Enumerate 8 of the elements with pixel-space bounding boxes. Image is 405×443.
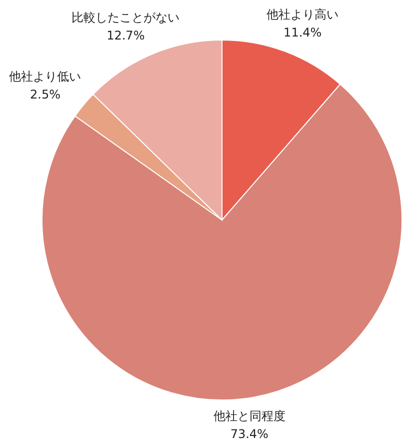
slice-label: 他社より高い — [266, 7, 339, 22]
data-label: 11.4% — [284, 25, 322, 40]
data-label: 73.4% — [230, 427, 268, 441]
slice-label: 他社と同程度 — [213, 409, 286, 423]
slice-label: 他社より低い — [9, 70, 82, 84]
data-label: 2.5% — [30, 88, 60, 102]
data-label: 12.7% — [106, 28, 145, 42]
slice-label: 比較したことがない — [72, 10, 180, 24]
